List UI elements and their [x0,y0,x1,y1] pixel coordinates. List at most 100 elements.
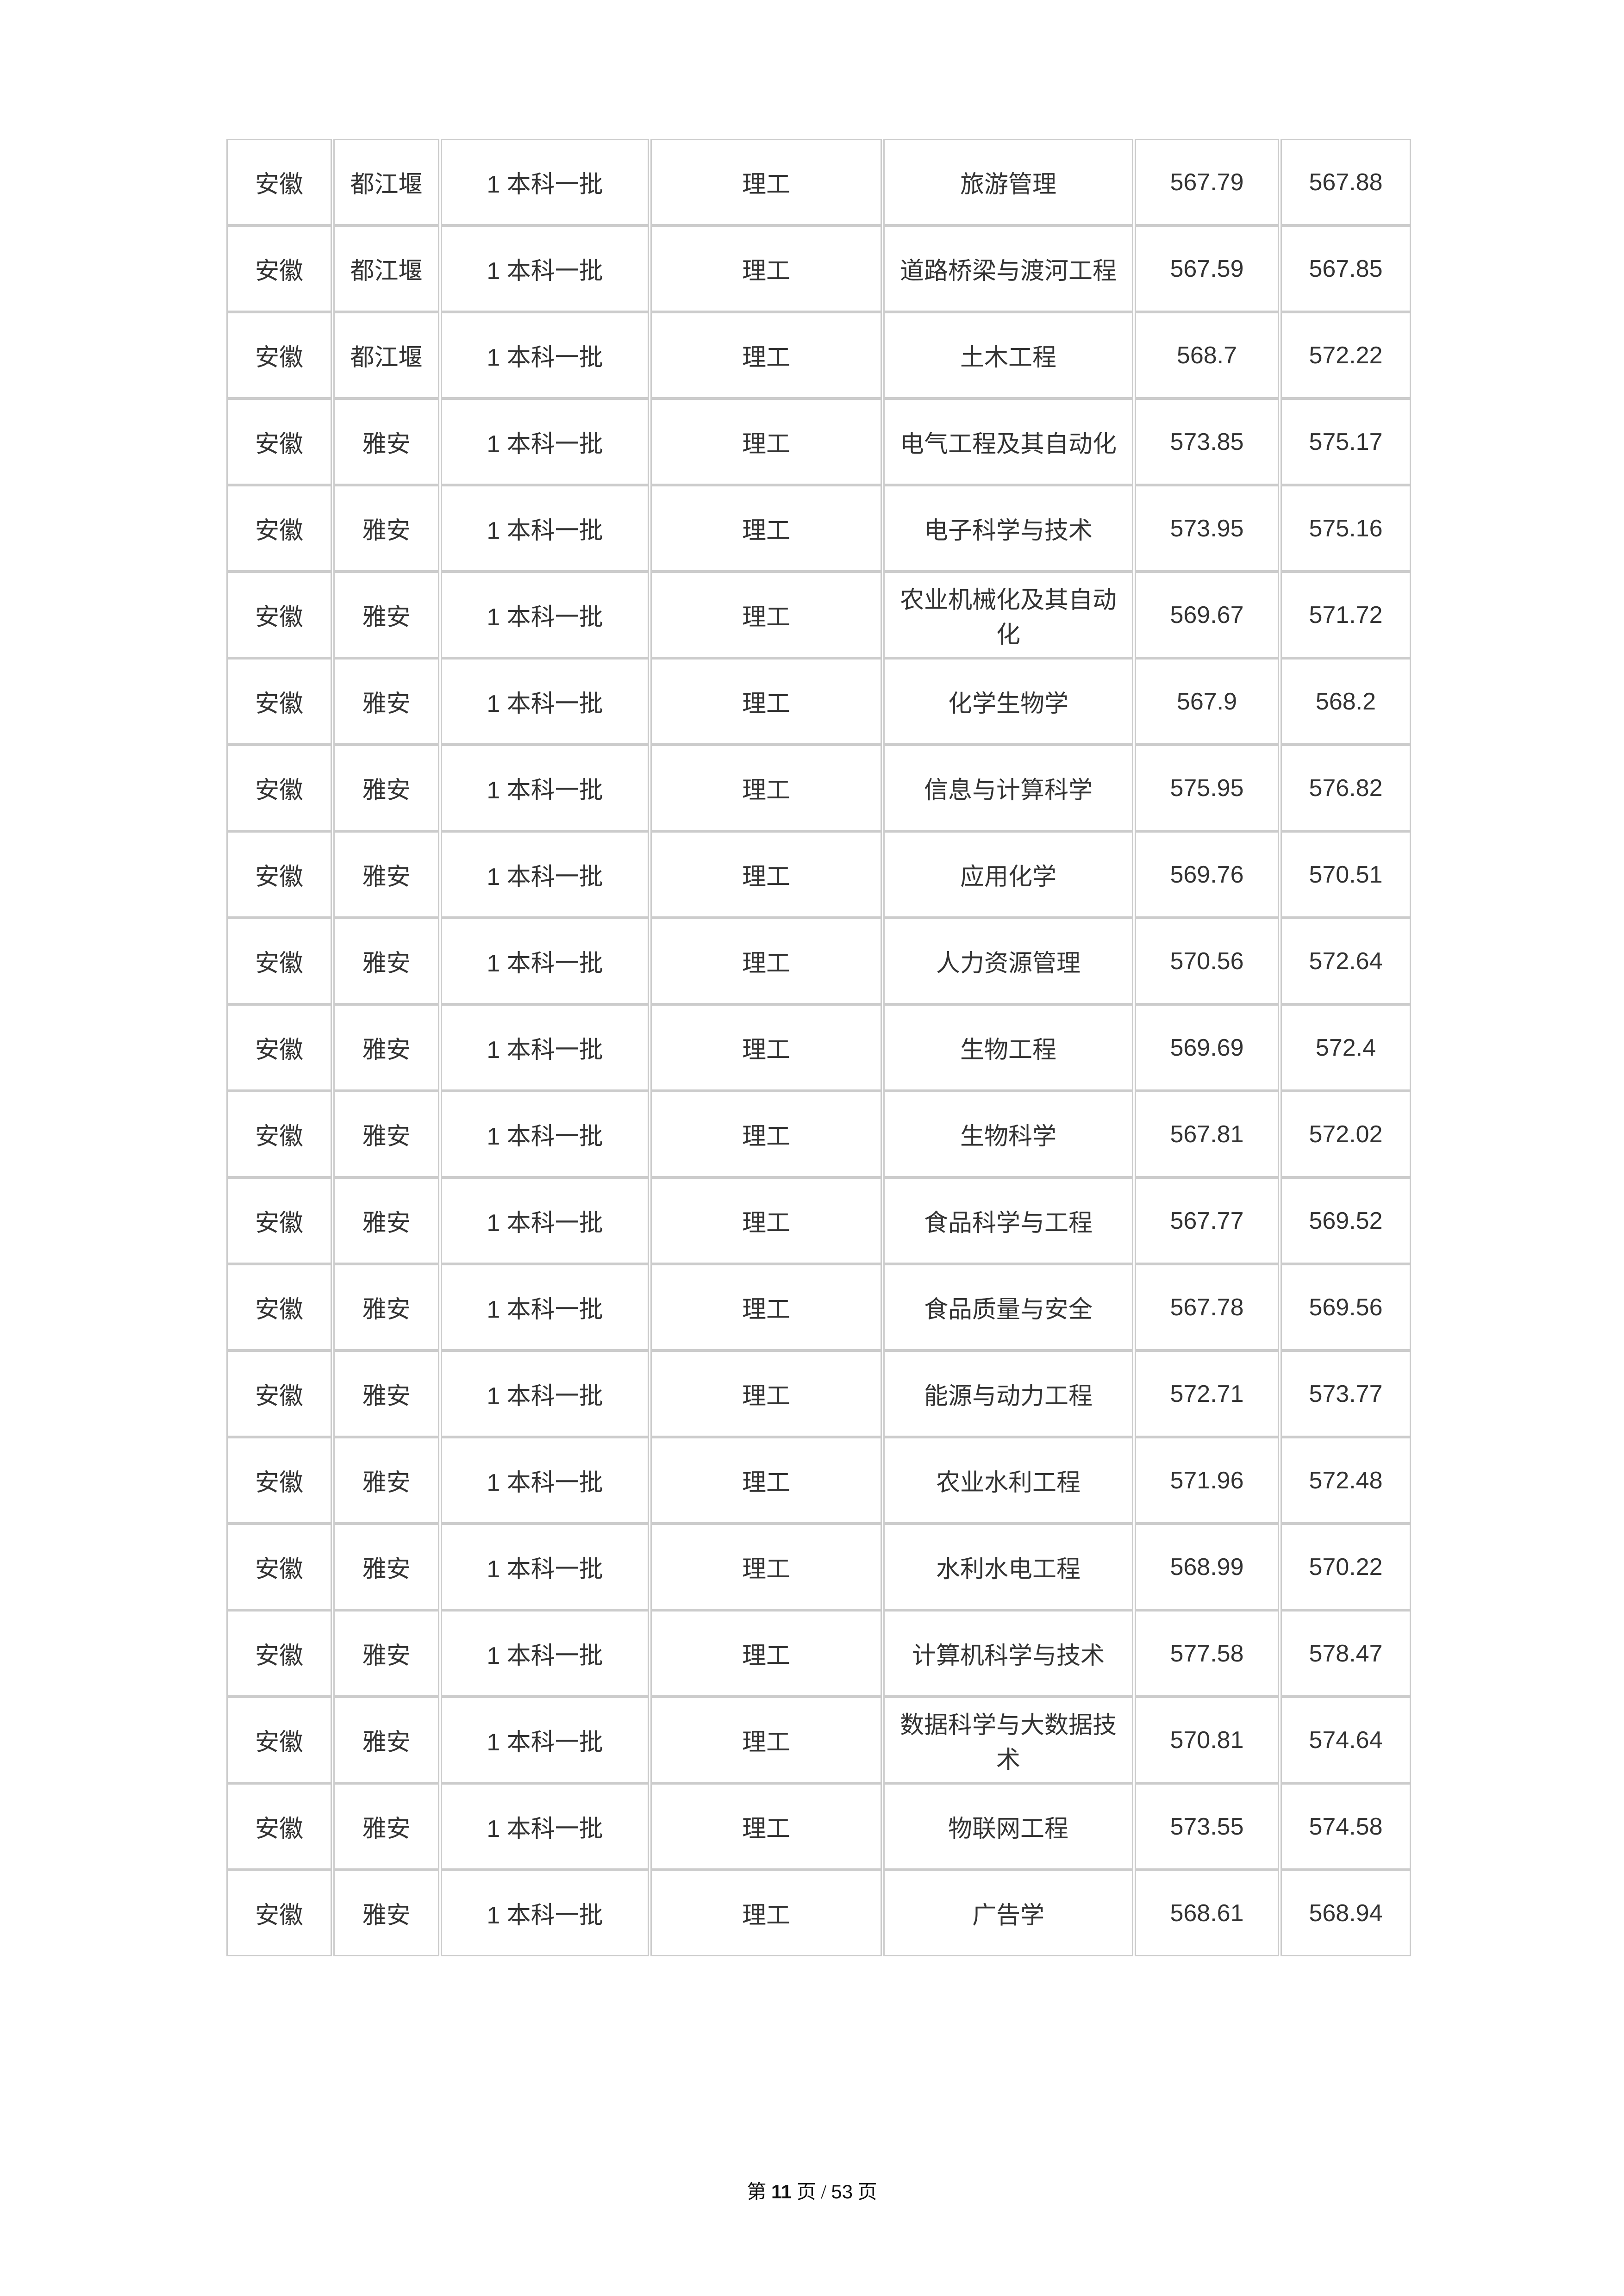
cell-subject-category: 理工 [650,658,882,745]
cell-subject-category: 理工 [650,1437,882,1524]
page-footer: 第 11 页 / 53 页 [0,2176,1624,2204]
cell-province: 安徽 [226,745,332,831]
cell-major: 人力资源管理 [883,918,1133,1004]
cell-city: 雅安 [333,1091,439,1177]
cell-score-2: 574.58 [1280,1783,1411,1870]
cell-province: 安徽 [226,1437,332,1524]
table-row: 安徽 雅安 1 本科一批 理工 物联网工程 573.55 574.58 [226,1783,1411,1870]
cell-score-1: 568.7 [1135,312,1279,398]
cell-city: 雅安 [333,572,439,658]
cell-major: 水利水电工程 [883,1524,1133,1610]
footer-page-prefix: 第 [747,2182,771,2203]
cell-batch: 1 本科一批 [441,485,649,572]
cell-subject-category: 理工 [650,398,882,485]
cell-subject-category: 理工 [650,1870,882,1956]
cell-score-2: 570.22 [1280,1524,1411,1610]
cell-major: 数据科学与大数据技术 [883,1697,1133,1783]
cell-subject-category: 理工 [650,1264,882,1350]
cell-province: 安徽 [226,831,332,918]
cell-city: 都江堰 [333,312,439,398]
cell-score-2: 570.51 [1280,831,1411,918]
cell-score-1: 571.96 [1135,1437,1279,1524]
cell-major: 农业水利工程 [883,1437,1133,1524]
cell-major: 能源与动力工程 [883,1350,1133,1437]
footer-total-page-unit: 页 [853,2182,877,2203]
cell-province: 安徽 [226,1264,332,1350]
cell-score-2: 571.72 [1280,572,1411,658]
cell-major: 应用化学 [883,831,1133,918]
table-row: 安徽 都江堰 1 本科一批 理工 道路桥梁与渡河工程 567.59 567.85 [226,225,1411,312]
table-row: 安徽 雅安 1 本科一批 理工 计算机科学与技术 577.58 578.47 [226,1610,1411,1697]
cell-score-1: 567.79 [1135,139,1279,225]
cell-batch: 1 本科一批 [441,918,649,1004]
table-row: 安徽 雅安 1 本科一批 理工 食品质量与安全 567.78 569.56 [226,1264,1411,1350]
cell-city: 雅安 [333,1524,439,1610]
cell-batch: 1 本科一批 [441,1870,649,1956]
cell-major: 食品质量与安全 [883,1264,1133,1350]
table-row: 安徽 雅安 1 本科一批 理工 电子科学与技术 573.95 575.16 [226,485,1411,572]
cell-city: 雅安 [333,918,439,1004]
cell-subject-category: 理工 [650,1697,882,1783]
cell-subject-category: 理工 [650,572,882,658]
cell-subject-category: 理工 [650,1004,882,1091]
cell-score-2: 572.48 [1280,1437,1411,1524]
cell-batch: 1 本科一批 [441,1783,649,1870]
table-row: 安徽 雅安 1 本科一批 理工 信息与计算科学 575.95 576.82 [226,745,1411,831]
table-row: 安徽 都江堰 1 本科一批 理工 旅游管理 567.79 567.88 [226,139,1411,225]
cell-city: 雅安 [333,485,439,572]
cell-score-2: 567.88 [1280,139,1411,225]
cell-city: 雅安 [333,658,439,745]
admission-score-table: 安徽 都江堰 1 本科一批 理工 旅游管理 567.79 567.88 安徽 都江堰 1 本科一批… [225,139,1412,1956]
table-row: 安徽 雅安 1 本科一批 理工 电气工程及其自动化 573.85 575.17 [226,398,1411,485]
cell-batch: 1 本科一批 [441,312,649,398]
cell-batch: 1 本科一批 [441,139,649,225]
cell-city: 雅安 [333,745,439,831]
cell-major: 电气工程及其自动化 [883,398,1133,485]
cell-score-1: 568.99 [1135,1524,1279,1610]
cell-major: 化学生物学 [883,658,1133,745]
cell-subject-category: 理工 [650,1177,882,1264]
cell-subject-category: 理工 [650,1091,882,1177]
cell-score-1: 568.61 [1135,1870,1279,1956]
cell-major: 生物工程 [883,1004,1133,1091]
table-row: 安徽 雅安 1 本科一批 理工 农业机械化及其自动化 569.67 571.72 [226,572,1411,658]
score-table-body: 安徽 都江堰 1 本科一批 理工 旅游管理 567.79 567.88 安徽 都江堰 1 本科一批… [226,139,1411,1956]
cell-province: 安徽 [226,1004,332,1091]
cell-subject-category: 理工 [650,225,882,312]
cell-province: 安徽 [226,1697,332,1783]
cell-batch: 1 本科一批 [441,658,649,745]
cell-batch: 1 本科一批 [441,1004,649,1091]
cell-city: 雅安 [333,1870,439,1956]
cell-score-1: 567.78 [1135,1264,1279,1350]
cell-province: 安徽 [226,225,332,312]
cell-score-1: 567.81 [1135,1091,1279,1177]
cell-province: 安徽 [226,1610,332,1697]
cell-score-2: 575.17 [1280,398,1411,485]
cell-province: 安徽 [226,1870,332,1956]
cell-city: 雅安 [333,1177,439,1264]
cell-major: 计算机科学与技术 [883,1610,1133,1697]
cell-score-2: 572.02 [1280,1091,1411,1177]
cell-city: 雅安 [333,1783,439,1870]
table-row: 安徽 雅安 1 本科一批 理工 数据科学与大数据技术 570.81 574.64 [226,1697,1411,1783]
cell-score-1: 567.9 [1135,658,1279,745]
cell-city: 雅安 [333,1610,439,1697]
cell-score-1: 569.67 [1135,572,1279,658]
cell-batch: 1 本科一批 [441,1697,649,1783]
cell-major: 广告学 [883,1870,1133,1956]
cell-score-1: 569.69 [1135,1004,1279,1091]
cell-score-2: 572.22 [1280,312,1411,398]
cell-subject-category: 理工 [650,831,882,918]
table-row: 安徽 雅安 1 本科一批 理工 广告学 568.61 568.94 [226,1870,1411,1956]
cell-city: 雅安 [333,1350,439,1437]
cell-major: 电子科学与技术 [883,485,1133,572]
cell-batch: 1 本科一批 [441,1091,649,1177]
cell-city: 都江堰 [333,139,439,225]
cell-score-1: 573.85 [1135,398,1279,485]
footer-page-unit-and-separator: 页 / [792,2182,831,2203]
cell-batch: 1 本科一批 [441,225,649,312]
cell-batch: 1 本科一批 [441,1350,649,1437]
cell-subject-category: 理工 [650,485,882,572]
cell-score-2: 575.16 [1280,485,1411,572]
cell-major: 生物科学 [883,1091,1133,1177]
